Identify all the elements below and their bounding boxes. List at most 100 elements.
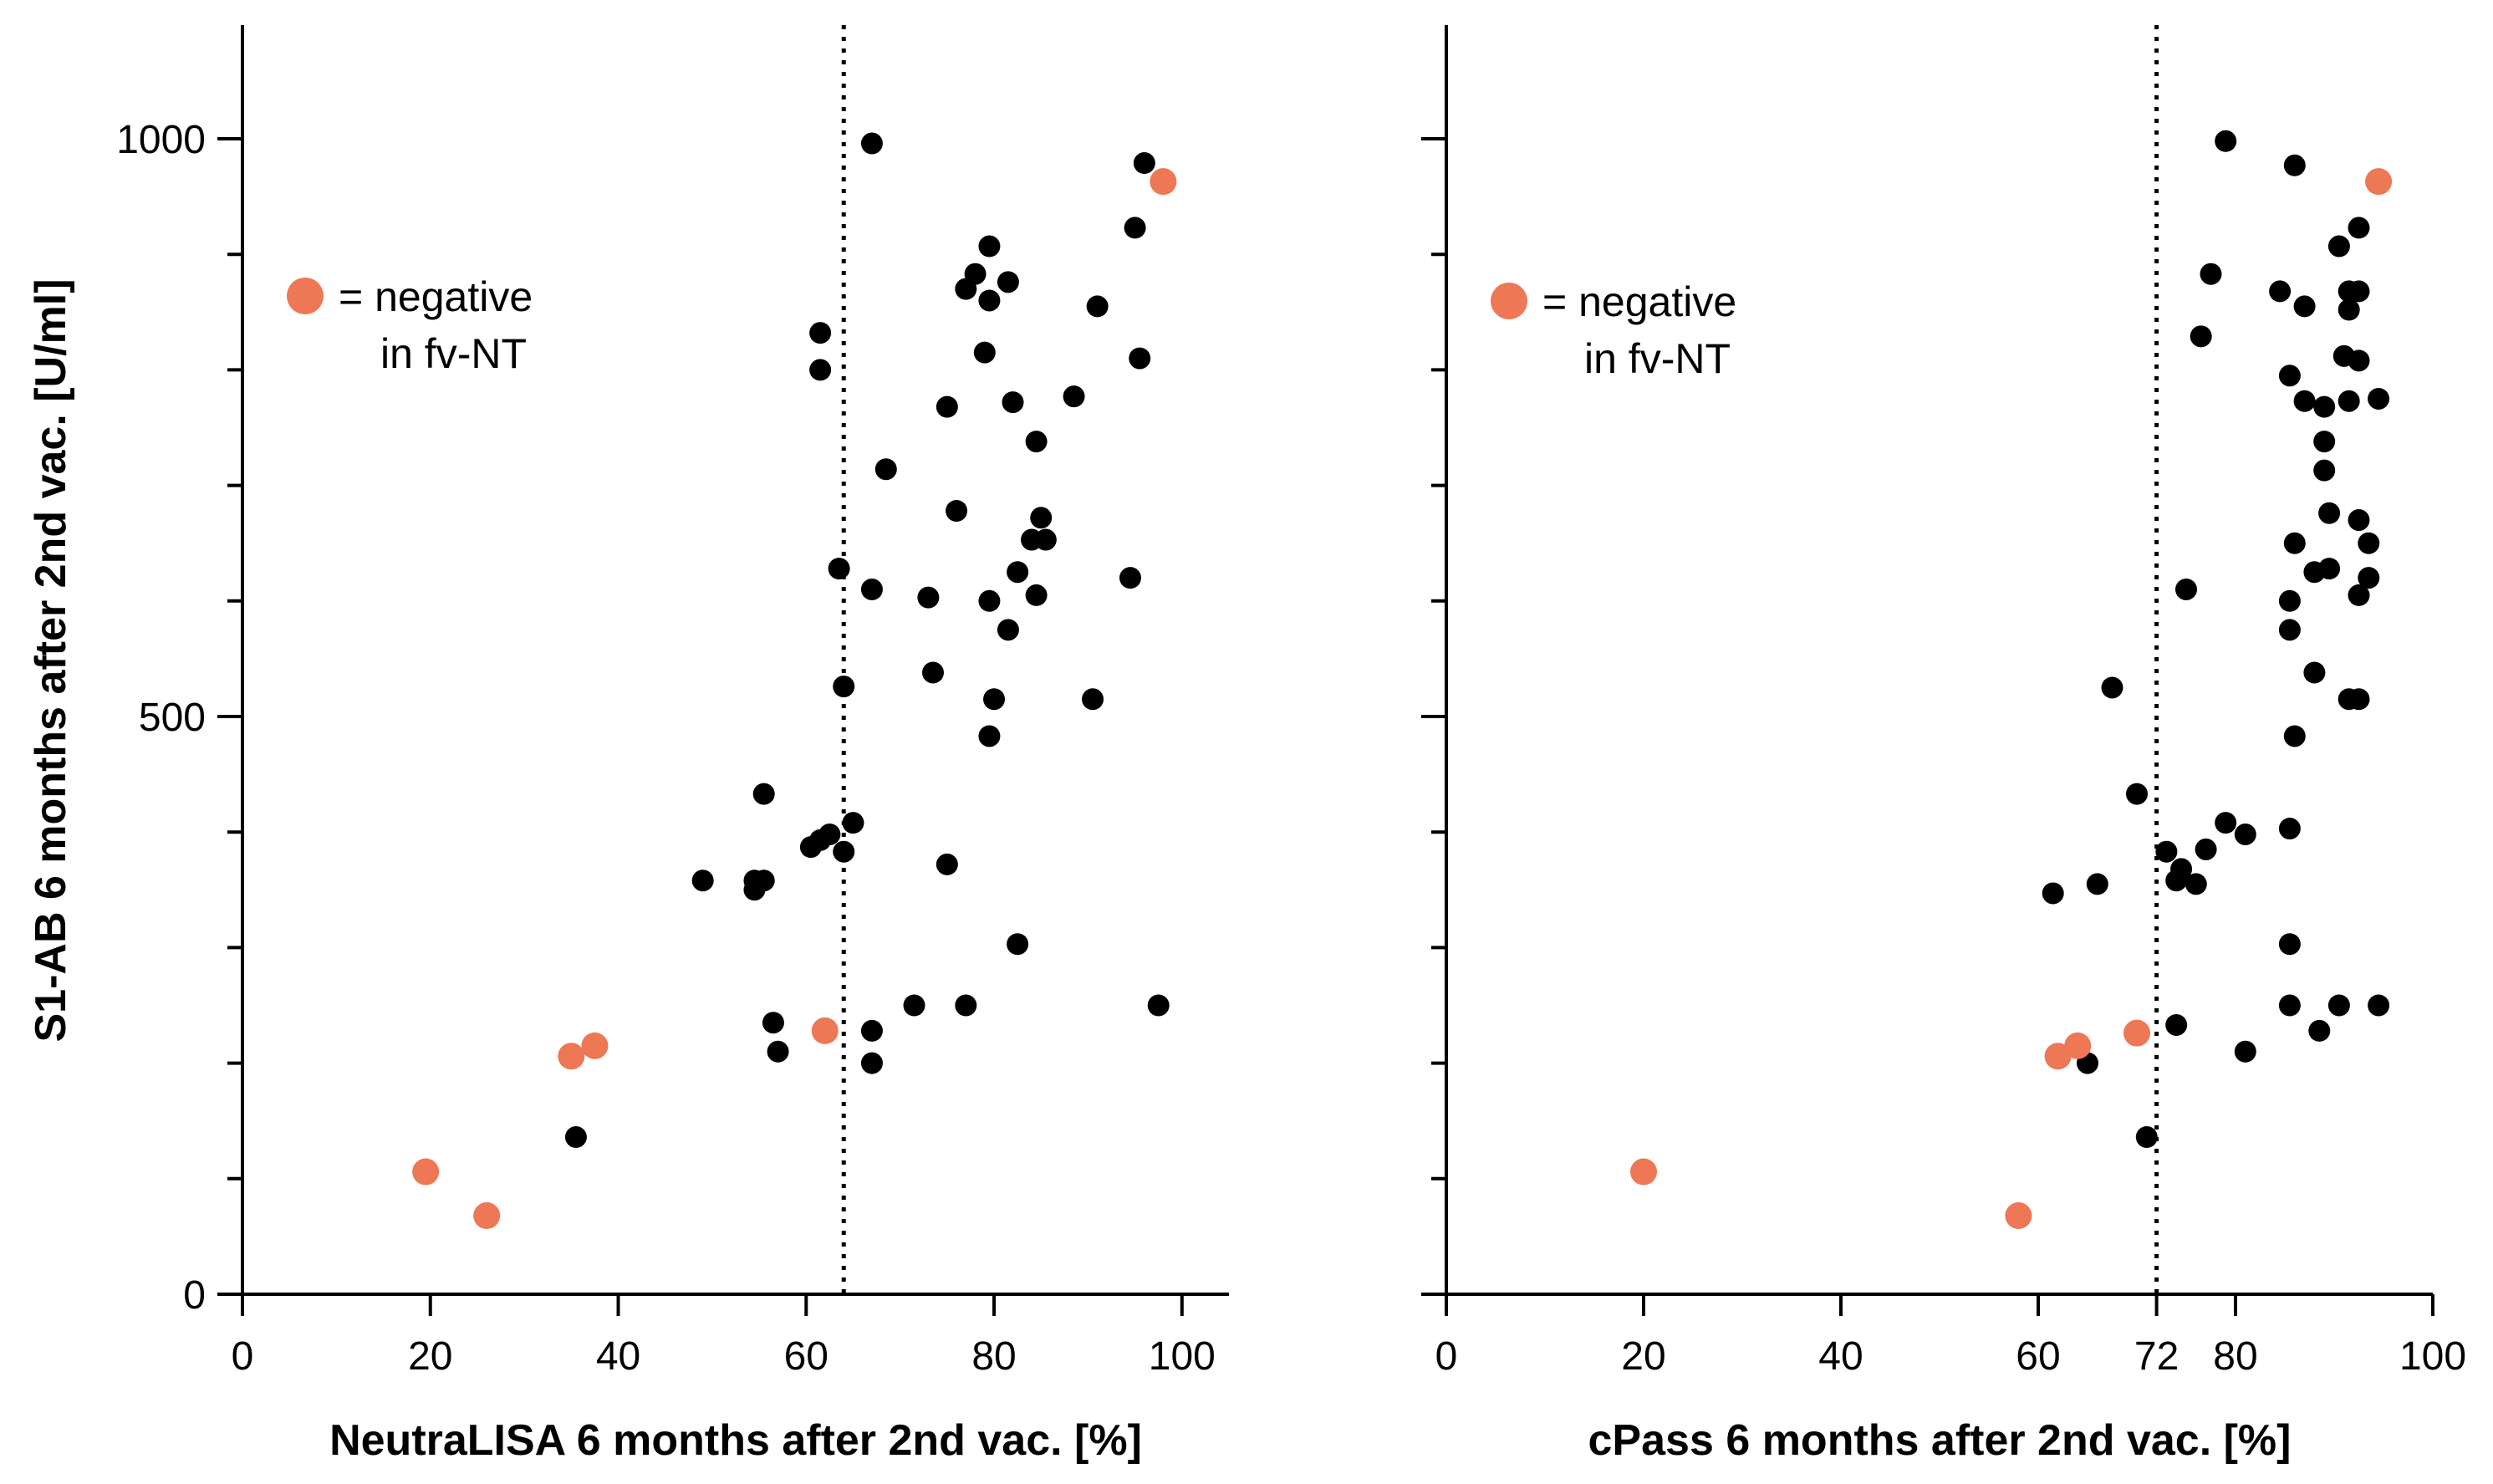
positive-data-point [2215,130,2237,152]
positive-data-point [564,1126,587,1149]
x-tick-label: 60 [784,1334,828,1379]
positive-data-point [936,395,958,418]
positive-data-point [2234,1040,2256,1063]
positive-data-point [2215,812,2237,834]
positive-data-point [2200,263,2222,285]
positive-data-point [691,869,714,892]
positive-data-point [1124,217,1146,239]
positive-data-point [917,586,940,609]
positive-data-point [1119,567,1141,589]
negative-data-point [2365,168,2393,196]
positive-data-point [1063,385,1085,408]
positive-data-point [809,359,832,381]
y-tick-label: 500 [139,696,206,740]
positive-data-point [1082,688,1104,711]
positive-data-point [860,1019,883,1042]
positive-data-point [2195,838,2217,860]
positive-data-point [2313,431,2336,453]
positive-data-point [2135,1126,2158,1149]
positive-data-point [2283,154,2306,176]
positive-data-point [2293,390,2316,412]
cpass-panel: 0 20 40 60 72 80 100 cPass 6 months after 2nd v… [1421,25,2466,1465]
legend-text-line1: = negative [339,273,533,320]
positive-data-point [2308,1019,2331,1042]
negative-data-point [1630,1158,1657,1186]
x-tick-label: 100 [1149,1334,1216,1379]
positive-data-point [903,994,925,1017]
positive-data-point [2338,390,2360,412]
negative-data-point [558,1043,585,1070]
positive-data-point [2348,349,2370,372]
positive-data-point [936,853,958,875]
positive-data-point [2278,619,2301,641]
x-tick-label: 0 [1435,1334,1458,1379]
positive-data-point [1025,584,1048,606]
positive-data-point [833,676,855,698]
positive-data-point [752,783,775,805]
positive-data-point [2269,280,2292,303]
positive-data-point [1025,431,1048,453]
positive-data-point [2086,873,2108,895]
positive-data-point [2358,567,2380,589]
x-tick-label: 0 [232,1334,254,1379]
negative-data-point [2123,1019,2150,1047]
negative-data-point [2044,1043,2072,1070]
positive-data-point [2368,387,2390,410]
positive-data-point [2278,365,2301,387]
y-axis-title: S1-AB 6 months after 2nd vac. [U/ml] [27,278,75,1042]
positive-data-point [2348,217,2370,239]
positive-data-point [767,1040,789,1063]
positive-data-point [2234,823,2256,845]
positive-data-point [1133,152,1155,175]
legend-text-line1: = negative [1542,278,1736,325]
x-tick-label: 100 [2399,1334,2466,1379]
positive-data-point [2175,578,2197,600]
positive-data-point [1007,561,1029,584]
x-tick-label: 80 [2213,1334,2257,1379]
negative-data-point [412,1158,440,1186]
positive-data-point [2338,298,2360,321]
positive-data-point [1129,347,1151,370]
positive-data-point [2358,532,2380,554]
negative-data-point [2005,1202,2032,1230]
positive-data-point [2368,994,2390,1017]
negative-data-point [473,1202,501,1230]
positive-data-point [860,578,883,600]
negative-data-point [811,1017,839,1044]
positive-data-point [955,994,977,1017]
positive-data-point [1007,933,1029,956]
positive-data-point [2126,783,2148,805]
positive-data-point [2278,818,2301,840]
positive-data-point [860,132,883,155]
positive-data-point [2278,994,2301,1017]
positive-data-point [762,1012,784,1034]
positive-data-point [2042,882,2064,905]
positive-data-point [955,278,977,300]
negative-data-point [1150,168,1177,196]
positive-data-point [2165,1013,2188,1036]
positive-data-point [2101,676,2123,699]
positive-data-point [2348,509,2370,532]
positive-data-point [1030,507,1053,529]
positive-data-point [2190,325,2212,348]
legend-marker [1491,283,1527,319]
x-tick-label: 40 [596,1334,640,1379]
negative-data-point [2064,1032,2092,1059]
positive-data-point [2303,661,2326,684]
positive-data-point [2165,869,2188,892]
x-tick-label: 60 [2016,1334,2060,1379]
positive-data-point [860,1052,883,1074]
positive-data-point [946,500,968,523]
positive-data-point [828,558,850,580]
legend-text-line2: in fv-NT [380,330,527,377]
positive-data-point [978,289,1001,312]
positive-data-point [2348,280,2370,303]
positive-data-point [743,879,766,901]
positive-data-point [874,458,897,481]
positive-data-point [2293,295,2316,318]
x-tick-label: 40 [1818,1334,1863,1379]
positive-data-point [842,812,864,834]
positive-data-point [2327,994,2350,1017]
